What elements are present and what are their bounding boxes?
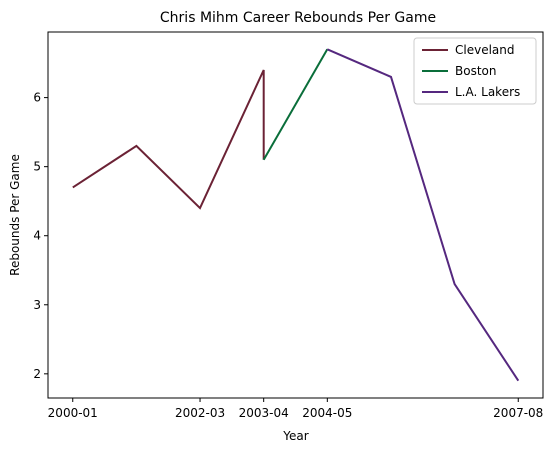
x-axis-label: Year — [282, 429, 308, 443]
x-tick-label: 2000-01 — [48, 406, 98, 420]
y-tick-label: 3 — [33, 298, 41, 312]
legend-label-cleveland: Cleveland — [455, 43, 515, 57]
series-line-boston — [262, 48, 329, 161]
x-tick-label: 2002-03 — [175, 406, 225, 420]
y-tick-label: 5 — [33, 160, 41, 174]
y-tick-label: 6 — [33, 91, 41, 105]
y-tick-label: 2 — [33, 367, 41, 381]
x-tick-label: 2003-04 — [239, 406, 289, 420]
series-line-cleveland — [72, 69, 265, 210]
y-axis-label: Rebounds Per Game — [8, 154, 22, 276]
y-tick-label: 4 — [33, 229, 41, 243]
y-axis: 2 3 4 5 6 — [33, 91, 48, 381]
series-line-l-a-lakers — [326, 48, 520, 382]
series-lines — [72, 48, 520, 382]
legend-box — [413, 37, 537, 105]
x-axis: 2000-01 2002-03 2003-04 2004-05 2007-08 — [48, 398, 543, 420]
legend: Cleveland Boston L.A. Lakers — [413, 37, 537, 105]
x-tick-label: 2004-05 — [302, 406, 352, 420]
legend-label-boston: Boston — [455, 64, 496, 78]
chart-title: Chris Mihm Career Rebounds Per Game — [160, 10, 436, 26]
legend-label-l-a-lakers: L.A. Lakers — [455, 85, 520, 99]
x-tick-label: 2007-08 — [493, 406, 543, 420]
